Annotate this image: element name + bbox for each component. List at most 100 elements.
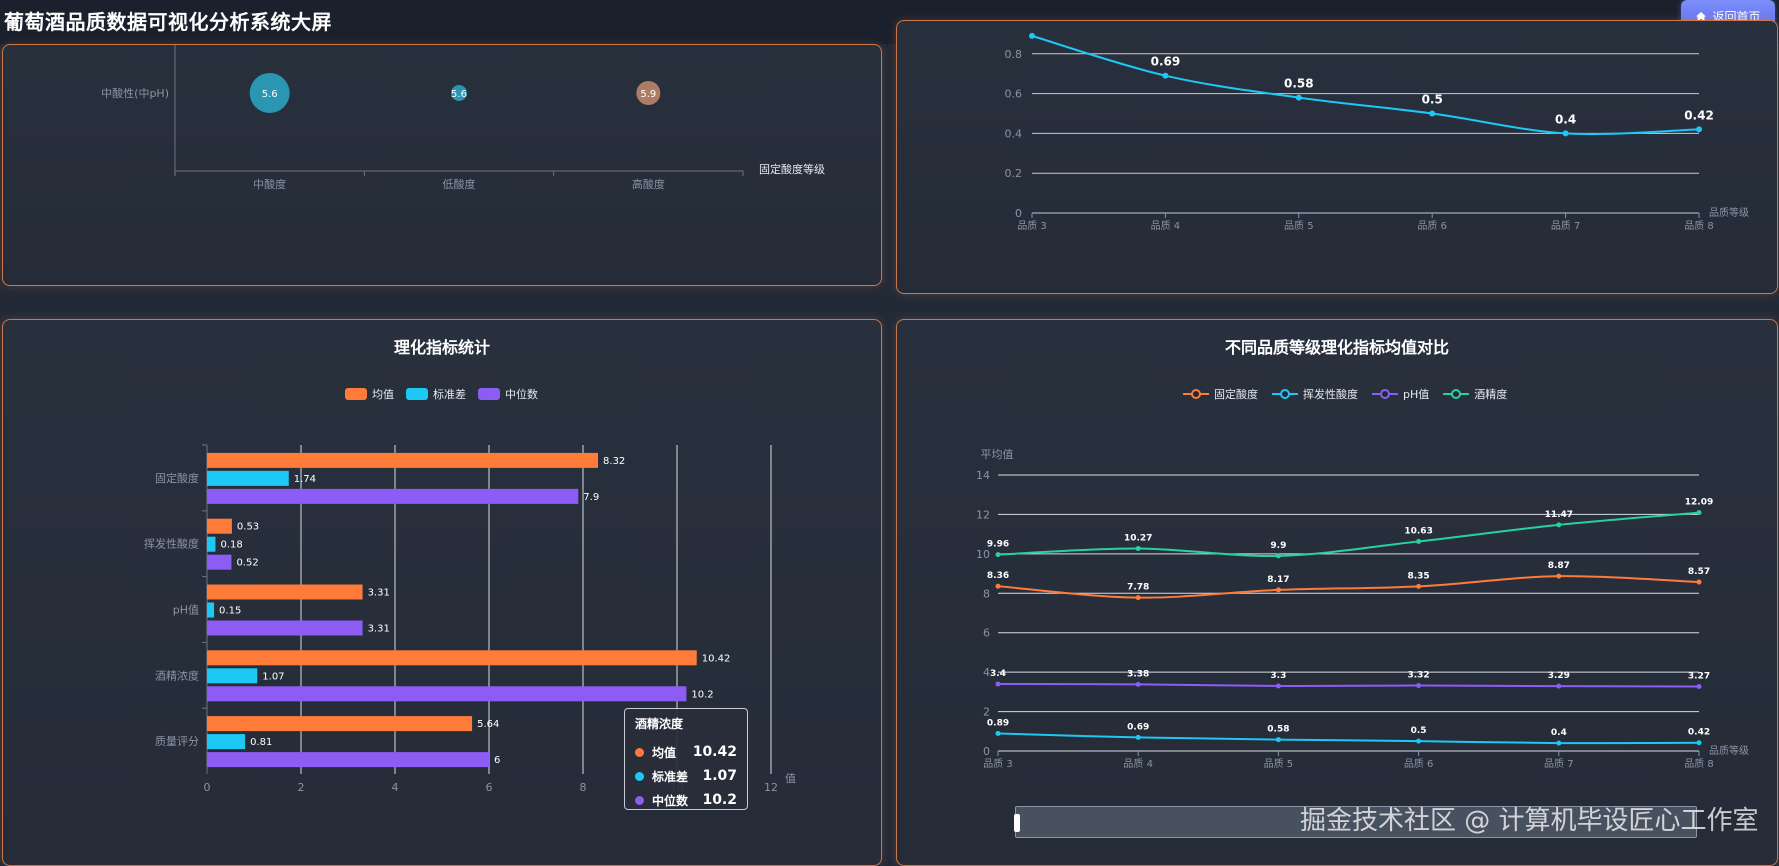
- x-tick-label: 品质 3: [983, 758, 1013, 770]
- data-point: [1696, 510, 1702, 516]
- data-point: [1275, 587, 1281, 593]
- data-label: 10.27: [1124, 534, 1152, 544]
- x-tick-label: 品质 8: [1684, 220, 1714, 232]
- bar-tooltip: 酒精浓度 均值 10.42 标准差 1.07 中位数 10.2: [624, 708, 748, 810]
- y-tick-label: 0: [983, 745, 990, 758]
- x-tick-label: 品质 5: [1264, 758, 1294, 770]
- compare-panel: 不同品质等级理化指标均值对比 固定酸度 挥发性酸度 pH值 酒精度 平均值 0 2 4…: [896, 319, 1778, 866]
- bar: [207, 488, 579, 504]
- stats-title: 理化指标统计: [393, 338, 490, 357]
- stats-panel: 理化指标统计 均值 标准差 中位数 024681012值固定酸度8.321.74…: [2, 319, 882, 866]
- home-icon: [1696, 11, 1707, 22]
- data-zoom-slider[interactable]: [1014, 806, 1697, 838]
- bar: [207, 470, 289, 486]
- x-tick-label: 12: [764, 781, 778, 794]
- series-line: [997, 575, 1700, 599]
- data-label: 0.4: [1551, 728, 1567, 738]
- x-tick-label: 6: [486, 781, 493, 794]
- stats-legend: 均值 标准差 中位数: [345, 386, 538, 402]
- bar: [207, 734, 246, 750]
- y-tick-label: 质量评分: [155, 735, 199, 748]
- bar-value-label: 1.07: [262, 671, 284, 682]
- data-point: [1275, 553, 1281, 559]
- bubble-point: [451, 85, 467, 101]
- data-label: 9.96: [987, 540, 1009, 550]
- y-category-label: 中酸性(中pH): [101, 86, 169, 100]
- legend-fixed-acidity[interactable]: 固定酸度: [1183, 386, 1258, 402]
- y-tick-label: 挥发性酸度: [144, 537, 199, 551]
- data-label: 12.09: [1685, 498, 1713, 508]
- data-point: [1135, 595, 1141, 601]
- tooltip-row: 均值 10.42: [635, 740, 737, 764]
- data-label: 0.58: [1284, 77, 1314, 91]
- tooltip-row: 中位数 10.2: [635, 788, 737, 812]
- bar-value-label: 10.2: [691, 689, 713, 700]
- bar: [207, 686, 687, 702]
- data-label: 11.47: [1545, 510, 1573, 520]
- x-tick-label: 品质 8: [1684, 758, 1714, 770]
- data-label: 3.32: [1407, 671, 1429, 681]
- stats-bar-chart: 024681012值固定酸度8.321.747.9挥发性酸度0.530.180.…: [144, 444, 796, 794]
- data-point: [1696, 579, 1702, 585]
- bar: [207, 668, 258, 684]
- data-label: 0.42: [1688, 728, 1710, 738]
- data-point: [1696, 684, 1702, 690]
- legend-mean[interactable]: 均值: [345, 386, 394, 402]
- legend-alcohol[interactable]: 酒精度: [1443, 386, 1507, 402]
- y-tick-label: 0.8: [1005, 48, 1023, 61]
- x-tick-label: 品质 5: [1284, 220, 1314, 232]
- x-axis-name: 值: [785, 772, 796, 785]
- legend-ph[interactable]: pH值: [1372, 386, 1429, 402]
- volatile-line-chart: 0 0.2 0.4 0.6 0.8 品质 3 品质 4 0.69 品质 5 0.58 品质 6 0.5…: [1005, 32, 1749, 232]
- data-point: [1135, 734, 1141, 740]
- data-point: [1275, 737, 1281, 743]
- data-point: [1556, 740, 1562, 746]
- data-label: 7.78: [1127, 583, 1149, 593]
- x-tick-label: 高酸度: [632, 177, 665, 191]
- legend-median[interactable]: 中位数: [478, 386, 538, 402]
- data-point: [1696, 126, 1702, 133]
- zoom-handle[interactable]: [1014, 814, 1020, 832]
- bar: [207, 584, 363, 600]
- legend-std[interactable]: 标准差: [406, 386, 466, 402]
- bar-value-label: 0.53: [237, 522, 259, 533]
- bar: [207, 752, 489, 768]
- x-tick-label: 品质 4: [1151, 220, 1181, 232]
- bar: [207, 452, 599, 468]
- compare-line-chart: 平均值 0 2 4 6 8 10 12 14 品质 3 品质 4 品质 5 品质 6 品质 7 品质 8品质…: [976, 448, 1749, 770]
- data-label: 0.42: [1684, 108, 1714, 122]
- y-axis-name: 平均值: [981, 448, 1014, 461]
- bar-value-label: 7.9: [583, 492, 599, 503]
- x-tick-label: 品质 4: [1123, 758, 1153, 770]
- x-tick-label: 品质 7: [1551, 220, 1581, 232]
- bar-value-label: 0.52: [236, 558, 258, 569]
- data-label: 8.35: [1407, 571, 1429, 581]
- data-point: [995, 681, 1001, 687]
- data-point: [1162, 72, 1169, 79]
- data-point: [995, 583, 1001, 589]
- bar-value-label: 3.31: [368, 588, 390, 599]
- watermark: 掘金技术社区 @ 计算机毕设匠心工作室: [1300, 806, 1759, 836]
- data-point: [1295, 94, 1302, 101]
- data-label: 8.57: [1688, 567, 1710, 577]
- data-label: 3.29: [1548, 671, 1570, 681]
- data-label: 8.87: [1548, 561, 1570, 571]
- data-point: [1416, 738, 1422, 744]
- data-point: [1135, 681, 1141, 687]
- x-tick-label: 8: [580, 781, 587, 794]
- data-point: [1135, 546, 1141, 552]
- y-tick-label: 12: [976, 508, 990, 521]
- data-point: [1556, 573, 1562, 579]
- bubble-label: 5.6: [451, 89, 467, 100]
- bar: [207, 716, 473, 732]
- x-tick-label: 2: [298, 781, 305, 794]
- bubble-chart: 中酸性(中pH) 中酸度 5.6 低酸度 5.6 高酸度 5.9 固定酸度等级: [101, 45, 825, 191]
- bar: [207, 602, 215, 618]
- data-point: [1416, 583, 1422, 589]
- legend-volatile-acidity[interactable]: 挥发性酸度: [1272, 386, 1358, 402]
- x-tick-label: 品质 3: [1017, 220, 1047, 232]
- series-line: [997, 511, 1700, 557]
- series-line: [1031, 34, 1700, 136]
- y-tick-label: 10: [976, 548, 990, 561]
- data-point: [995, 730, 1001, 736]
